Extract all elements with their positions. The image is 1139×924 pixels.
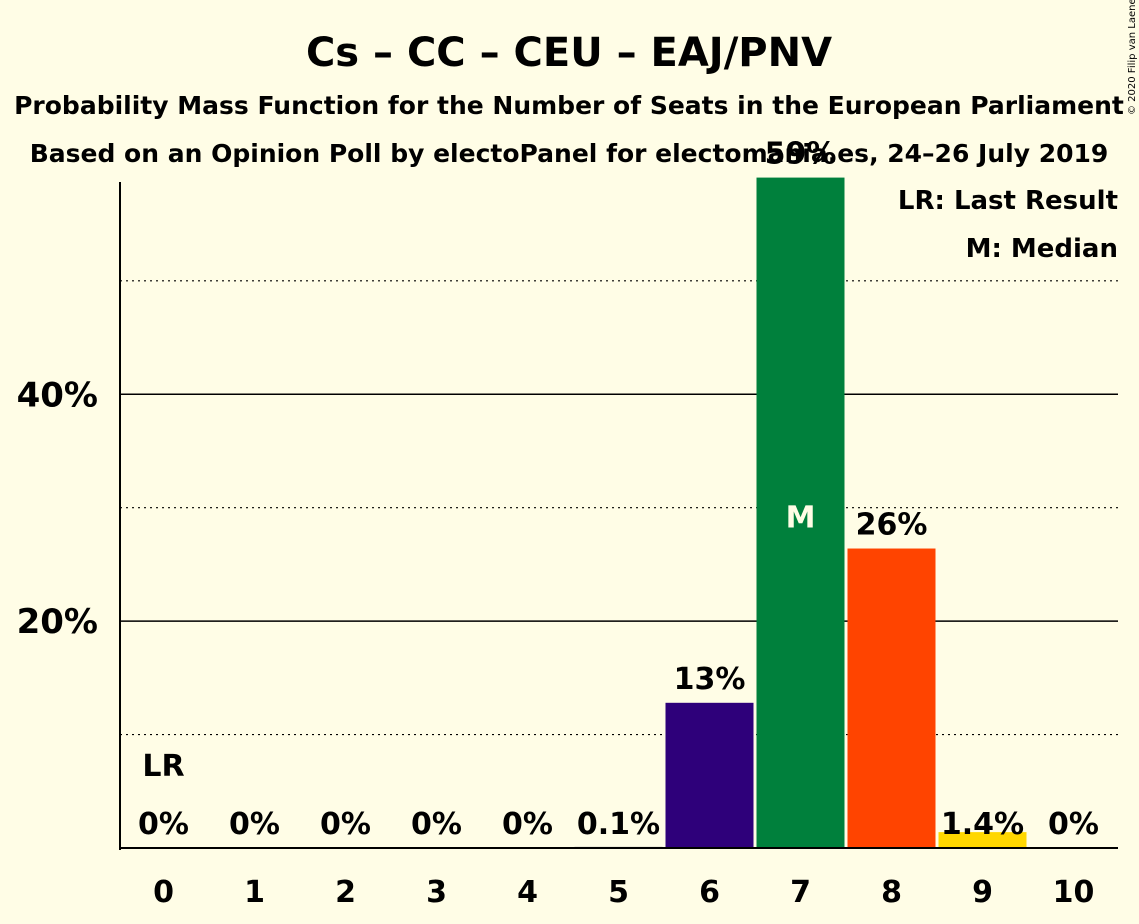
data-label: 0% [229,807,280,842]
bar-6 [665,702,754,848]
last-result-marker: LR [142,749,184,784]
data-label: 59% [765,137,837,172]
copyright-notice: © 2020 Filip van Laenen [1127,0,1138,115]
chart-subtitle-2: Based on an Opinion Poll by electoPanel … [30,139,1109,168]
legend-last-result: LR: Last Result [898,186,1118,216]
x-tick-label: 6 [699,875,720,910]
x-tick-label: 5 [608,875,629,910]
data-label: 0% [502,807,553,842]
bar-9 [938,832,1027,848]
data-label: 26% [856,508,928,543]
bar-8 [847,548,936,848]
x-tick-label: 3 [426,875,447,910]
x-tick-label: 4 [517,875,538,910]
bar-7 [756,177,845,849]
data-label: 0% [138,807,189,842]
data-label: 13% [674,662,746,697]
x-tick-label: 8 [881,875,902,910]
y-tick-label: 40% [17,375,98,415]
gridlines [120,280,1118,736]
data-label: 1.4% [941,807,1024,842]
legend-median: M: Median [966,234,1118,264]
x-tick-labels: 0 1 2 3 4 5 6 7 8 9 10 [153,875,1094,910]
x-tick-label: 0 [153,875,174,910]
chart-title: Cs – CC – CEU – EAJ/PNV [306,30,832,76]
x-tick-label: 9 [972,875,993,910]
x-tick-label: 2 [335,875,356,910]
x-tick-label: 10 [1053,875,1095,910]
median-marker: M [786,501,816,536]
data-label: 0.1% [577,807,660,842]
x-tick-label: 7 [790,875,811,910]
data-labels: 0% LR 0% 0% 0% 0% 0.1% 13% 59% M 26% 1.4% 0% [138,137,1099,842]
data-label: 0% [1048,807,1099,842]
data-label: 0% [320,807,371,842]
y-tick-labels: 20% 40% [17,375,98,642]
data-label: 0% [411,807,462,842]
bars [574,177,1027,849]
chart-subtitle-1: Probability Mass Function for the Number… [14,91,1124,120]
x-tick-label: 1 [244,875,265,910]
y-tick-label: 20% [17,602,98,642]
